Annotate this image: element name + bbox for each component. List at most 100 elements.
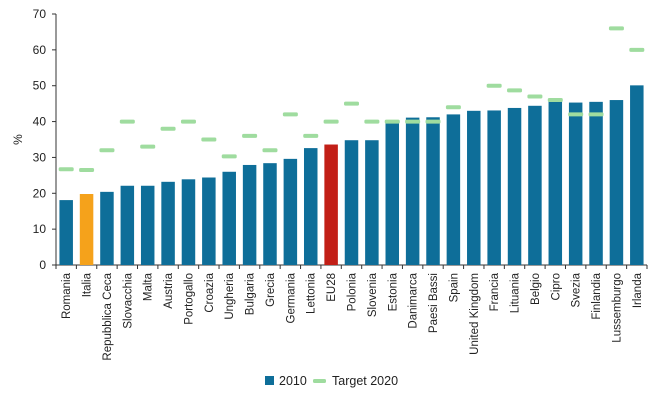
legend: 2010 Target 2020 xyxy=(265,374,398,388)
bar-danimarca xyxy=(405,117,420,266)
bar-eu28 xyxy=(324,144,338,265)
target-marker-italia xyxy=(79,167,95,172)
y-tick-label: 30 xyxy=(33,150,47,164)
x-tick-label: Grecia xyxy=(265,272,277,306)
x-tick-label: Repubblica Ceca xyxy=(102,272,114,360)
y-tick-label: 60 xyxy=(33,43,47,57)
y-tick-label: 70 xyxy=(33,7,47,21)
target-marker-polonia xyxy=(344,101,359,106)
target-marker-eu28 xyxy=(323,119,339,124)
bar-lituania xyxy=(507,107,522,266)
bar-malta xyxy=(140,185,155,265)
bar-paesi-bassi xyxy=(426,117,440,265)
x-tick-label: Danimarca xyxy=(408,272,420,328)
bar-croazia xyxy=(202,177,216,265)
x-tick-label: Austria xyxy=(163,272,175,308)
target-marker-malta xyxy=(140,144,156,149)
x-tick-label: Malta xyxy=(143,272,155,301)
bar-lettonia xyxy=(303,148,318,265)
y-tick-label: 40 xyxy=(33,115,47,129)
bar-austria xyxy=(161,181,175,265)
x-tick-label: Polonia xyxy=(347,272,359,311)
x-tick-labels: Romania Italia Repubblica Ceca Slovacchia Ma… xyxy=(61,272,644,360)
bar-belgio xyxy=(528,105,542,266)
x-tick-label: United Kingdom xyxy=(469,273,481,355)
x-tick-label: Slovenia xyxy=(367,272,379,317)
target-marker-slovacchia xyxy=(119,119,135,124)
target-marker-lettonia xyxy=(303,133,319,138)
bar-romania xyxy=(59,200,73,265)
target-marker-romania xyxy=(58,167,74,172)
x-tick-label: Belgio xyxy=(530,273,542,305)
y-tick-label: 20 xyxy=(33,186,47,200)
target-marker-danimarca xyxy=(405,119,421,124)
y-tick-label: 10 xyxy=(33,222,47,236)
target-marker-cipro xyxy=(547,98,563,103)
target-marker-irlanda xyxy=(629,47,645,52)
x-tick-label: EU28 xyxy=(326,273,338,302)
target-marker-grecia xyxy=(262,148,278,153)
x-tick-label: Spain xyxy=(448,273,460,302)
bar-irlanda xyxy=(630,85,644,265)
bar-slovenia xyxy=(365,140,379,265)
legend-label-target-2020: Target 2020 xyxy=(332,374,398,388)
x-tick-label: Irlanda xyxy=(632,272,644,308)
x-tick-label: Lituania xyxy=(510,272,522,313)
target-marker-germania xyxy=(282,112,298,117)
x-tick-label: Ungheria xyxy=(224,272,236,319)
target-marker-paesi-bassi xyxy=(425,119,441,124)
x-tick-label: Paesi Bassi xyxy=(428,273,440,333)
x-tick-label: Estonia xyxy=(387,272,399,311)
bar-francia xyxy=(487,110,501,265)
axes: 0 10 20 30 40 50 60 70 xyxy=(33,7,648,272)
x-tick-label: Portogallo xyxy=(183,273,195,325)
target-marker-austria xyxy=(160,126,176,131)
bar-united-kingdom xyxy=(467,110,481,265)
target-marker-bulgaria xyxy=(242,133,258,138)
bars-2010 xyxy=(59,85,644,266)
target-marker-spain xyxy=(445,105,461,110)
x-tick-label: Croazia xyxy=(204,272,216,312)
x-tick-label: Francia xyxy=(489,272,501,311)
bar-portogallo xyxy=(181,179,196,265)
x-tick-label: Lussemburgo xyxy=(611,273,623,343)
target-marker-francia xyxy=(486,83,502,88)
legend-swatch-target-2020 xyxy=(313,379,326,383)
target-marker-ungheria xyxy=(221,154,237,159)
x-tick-label: Cipro xyxy=(550,273,562,300)
bar-estonia xyxy=(385,121,400,265)
target-markers xyxy=(58,26,645,172)
x-tick-label: Slovacchia xyxy=(122,272,134,328)
x-tick-label: Svezia xyxy=(571,272,583,307)
bar-cipro xyxy=(548,100,563,265)
x-tick-label: Finlandia xyxy=(591,272,603,319)
target-marker-lussemburgo xyxy=(608,26,624,31)
target-marker-svezia xyxy=(568,112,584,117)
target-marker-belgio xyxy=(527,94,543,99)
legend-label-2010: 2010 xyxy=(279,374,307,388)
x-tick-label: Germania xyxy=(285,272,297,323)
bar-slovacchia xyxy=(120,185,135,265)
x-tick-label: Bulgaria xyxy=(245,272,257,315)
target-marker-repubblica-ceca xyxy=(99,148,115,153)
bar-bulgaria xyxy=(242,164,257,265)
bar-italia xyxy=(79,194,94,265)
bar-finlandia xyxy=(589,101,603,265)
target-marker-lituania xyxy=(507,88,523,93)
y-axis-label: % xyxy=(11,134,25,145)
bar-ungheria xyxy=(222,171,236,265)
legend-swatch-2010 xyxy=(265,376,274,385)
bar-lussemburgo xyxy=(609,100,624,265)
target-marker-slovenia xyxy=(364,119,380,124)
bar-grecia xyxy=(263,163,277,265)
x-tick-label: Italia xyxy=(82,272,94,297)
x-tick-label: Romania xyxy=(61,272,73,319)
bar-svezia xyxy=(568,102,583,266)
bar-spain xyxy=(446,114,461,266)
y-tick-label: 50 xyxy=(33,79,47,93)
bar-repubblica-ceca xyxy=(100,191,114,265)
bar-germania xyxy=(283,158,298,265)
x-tick-label: Lettonia xyxy=(306,272,318,314)
